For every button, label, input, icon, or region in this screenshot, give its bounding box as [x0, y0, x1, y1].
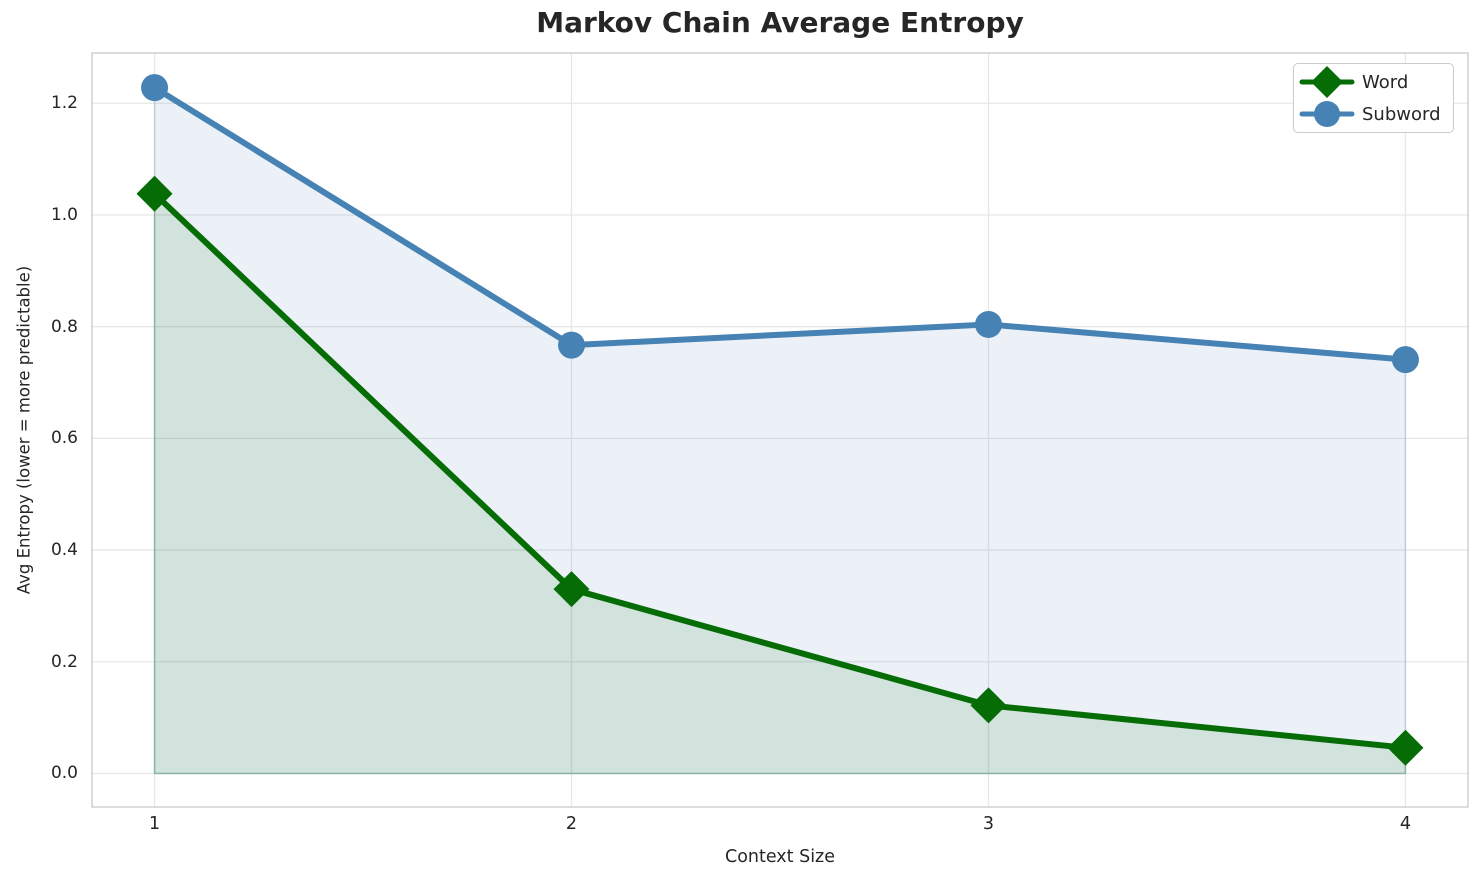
- y-tick-label: 1.0: [50, 204, 78, 225]
- plot-frame: [91, 52, 1469, 808]
- x-tick-label: 3: [982, 814, 995, 834]
- marker-circle-subword: [974, 310, 1002, 338]
- y-tick-label: 0.0: [50, 763, 78, 784]
- marker-diamond-word: [1387, 729, 1424, 766]
- y-tick-label: 0.8: [50, 316, 78, 337]
- legend-item-subword: Subword: [1299, 98, 1441, 130]
- legend-label-subword: Subword: [1362, 103, 1441, 125]
- marker-circle-subword: [558, 331, 586, 359]
- chart-title: Markov Chain Average Entropy: [536, 6, 1024, 39]
- legend-label-word: Word: [1362, 71, 1409, 93]
- x-tick-label: 1: [148, 814, 161, 834]
- x-tick-label: 2: [565, 814, 578, 834]
- marker-diamond-word: [970, 687, 1007, 724]
- y-tick-label: 0.4: [50, 540, 78, 561]
- y-tick-label: 1.2: [50, 93, 78, 114]
- series-line-subword: [151, 84, 1409, 363]
- marker-circle-subword: [141, 74, 169, 102]
- y-tick-label: 0.6: [50, 428, 78, 449]
- x-tick-label: 4: [1399, 814, 1412, 834]
- marker-diamond-word: [553, 571, 590, 608]
- marker-circle-subword: [1391, 346, 1419, 374]
- circle-marker-swatch-icon: [1299, 101, 1355, 127]
- series-line-word: [151, 190, 1409, 751]
- legend: Word Subword: [1293, 63, 1454, 133]
- y-tick-label: 0.2: [50, 651, 78, 672]
- x-axis-label: Context Size: [724, 847, 836, 867]
- diamond-marker-swatch-icon: [1299, 66, 1355, 98]
- legend-item-word: Word: [1299, 66, 1441, 98]
- marker-diamond-word: [136, 175, 173, 212]
